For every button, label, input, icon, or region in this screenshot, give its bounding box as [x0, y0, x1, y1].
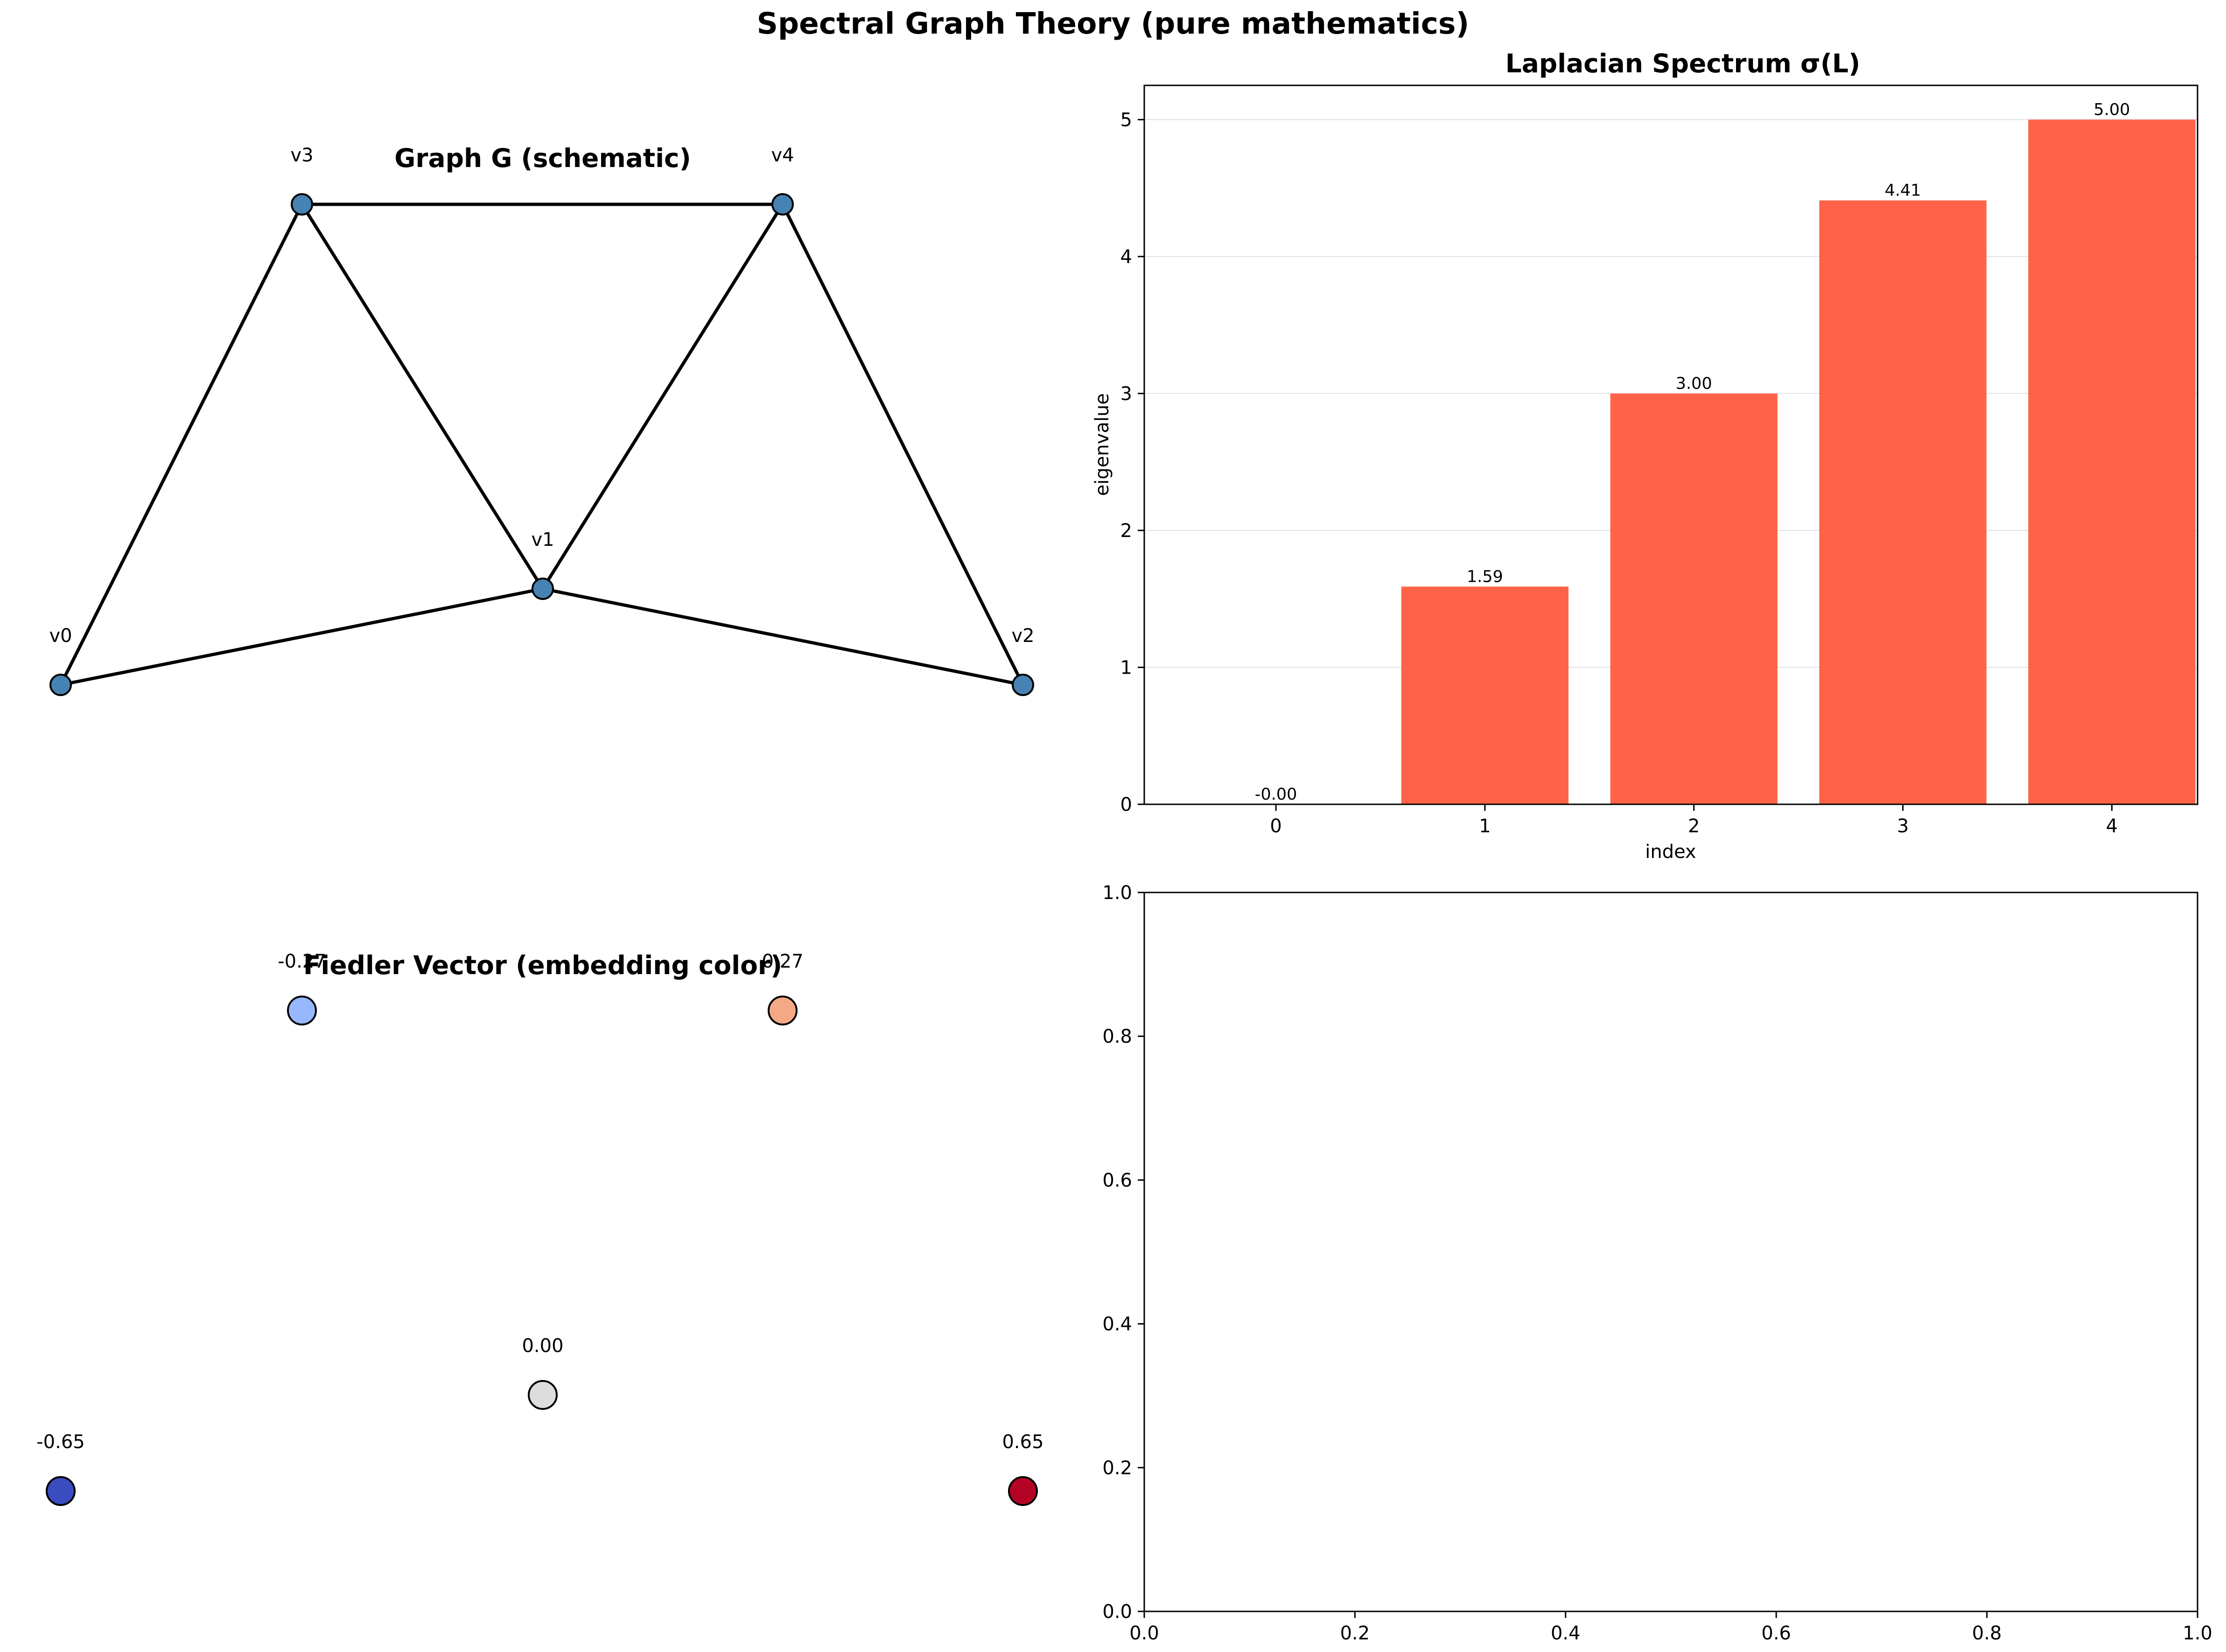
spectrum-x-tick-label: 0 [1270, 816, 1281, 837]
graph-edges [59, 202, 1025, 687]
empty-y-tick-label: 0.2 [1102, 1457, 1132, 1479]
spectrum-y-tick-label: 1 [1120, 657, 1132, 678]
fiedler-point-v1 [528, 1380, 558, 1410]
fiedler-point-label-v0: -0.65 [36, 1431, 85, 1453]
spectrum-y-tick-label: 4 [1120, 246, 1132, 268]
spectrum-value-labels: -0.00 1.59 3.00 4.41 5.00 [1255, 100, 2130, 804]
graph-nodes: v0 v1 v2 v3 v4 [49, 145, 1035, 696]
empty-y-tick-label: 0.0 [1102, 1601, 1132, 1623]
spectrum-y-label: eigenvalue [1092, 393, 1113, 496]
graph-node-v1 [532, 578, 554, 600]
graph-title: Graph G (schematic) [394, 143, 691, 173]
graph-node-v0 [49, 674, 72, 696]
fiedler-point-v3 [287, 996, 317, 1025]
empty-x-tick-label: 0.8 [1972, 1623, 2002, 1644]
fiedler-points: -0.65 0.00 0.65 -0.27 0.27 [36, 951, 1044, 1506]
empty-y-tick-label: 0.8 [1102, 1026, 1132, 1047]
fiedler-panel: -0.65 0.00 0.65 -0.27 0.27 Fiedler Vector (e… [36, 950, 1044, 1506]
empty-axes-panel: 0.0 0.2 0.4 0.6 0.8 1.0 0.0 0.2 0.4 0.6 0.8 1.0 [1102, 882, 2212, 1644]
spectrum-bar-value-label: 5.00 [2093, 100, 2130, 119]
empty-x-tick-label: 0.0 [1129, 1623, 1159, 1644]
graph-edge-v0-v1 [60, 587, 543, 687]
fiedler-point-v0 [46, 1476, 76, 1506]
graph-panel: v0 v1 v2 v3 v4 Graph G (schematic) [49, 143, 1035, 696]
empty-x-tick-label: 1.0 [2183, 1623, 2212, 1644]
empty-x-tick-label: 0.4 [1551, 1623, 1581, 1644]
spectrum-y-tick-label: 0 [1120, 794, 1132, 816]
graph-edge-v0-v3 [59, 203, 304, 686]
spectrum-y-tick-label: 2 [1120, 520, 1132, 542]
spectrum-bar-value-label: 3.00 [1676, 374, 1712, 393]
empty-y-ticks: 0.0 0.2 0.4 0.6 0.8 1.0 [1102, 882, 1144, 1623]
graph-node-v3 [291, 193, 313, 216]
spectrum-x-tick-label: 4 [2106, 816, 2118, 837]
spectrum-bar-value-label: -0.00 [1255, 785, 1297, 804]
empty-axes-frame [1143, 892, 2198, 1612]
spectrum-axes-frame [1143, 84, 2198, 805]
graph-node-label-v4: v4 [771, 145, 794, 166]
graph-node-label-v0: v0 [49, 625, 72, 647]
empty-x-ticks: 0.0 0.2 0.4 0.6 0.8 1.0 [1129, 1611, 2212, 1644]
empty-y-tick-label: 0.6 [1102, 1170, 1132, 1191]
spectrum-bar-1 [1401, 586, 1569, 804]
graph-node-label-v1: v1 [531, 529, 554, 551]
spectrum-bar-value-label: 4.41 [1885, 181, 1921, 200]
fiedler-title: Fiedler Vector (embedding color) [303, 950, 782, 980]
graph-node-label-v3: v3 [290, 145, 313, 166]
empty-y-tick-label: 1.0 [1102, 882, 1132, 904]
fiedler-point-v2 [1008, 1476, 1038, 1506]
graph-edge-v1-v2 [542, 587, 1023, 687]
spectrum-x-tick-label: 2 [1688, 816, 1700, 837]
fiedler-point-v4 [768, 996, 798, 1025]
fiedler-point-label-v1: 0.00 [522, 1335, 563, 1357]
spectrum-x-ticks: 0 1 2 3 4 [1270, 804, 2118, 837]
graph-node-v4 [771, 193, 794, 216]
spectrum-x-tick-label: 3 [1897, 816, 1909, 837]
spectrum-bar-value-label: 1.59 [1467, 567, 1503, 586]
empty-y-tick-label: 0.4 [1102, 1314, 1132, 1335]
graph-edge-v4-v2 [781, 203, 1025, 686]
fiedler-point-label-v2: 0.65 [1002, 1431, 1043, 1453]
graph-node-v2 [1012, 674, 1034, 696]
spectrum-x-tick-label: 1 [1479, 816, 1491, 837]
spectrum-bar-4 [2028, 119, 2196, 804]
spectrum-bar-2 [1610, 393, 1778, 804]
fiedler-point-label-v4: 0.27 [762, 951, 803, 972]
spectrum-x-label: index [1645, 841, 1696, 863]
graph-edge-v3-v1 [301, 203, 544, 590]
figure-title: Spectral Graph Theory (pure mathematics) [757, 7, 1470, 41]
graph-edge-v1-v4 [541, 203, 784, 590]
spectrum-y-tick-label: 5 [1120, 109, 1132, 131]
spectrum-panel: Laplacian Spectrum σ(L) -0.00 1.59 3.00 4.4… [1092, 49, 2198, 863]
spectrum-bars [1401, 119, 2196, 804]
graph-node-label-v2: v2 [1011, 625, 1034, 647]
spectrum-title: Laplacian Spectrum σ(L) [1505, 49, 1860, 78]
spectrum-y-ticks: 0 1 2 3 4 5 [1120, 109, 1144, 816]
empty-x-tick-label: 0.2 [1340, 1623, 1370, 1644]
empty-x-tick-label: 0.6 [1761, 1623, 1791, 1644]
spectrum-y-tick-label: 3 [1120, 383, 1132, 404]
fiedler-point-label-v3: -0.27 [278, 951, 326, 972]
spectrum-bar-3 [1819, 200, 1987, 804]
